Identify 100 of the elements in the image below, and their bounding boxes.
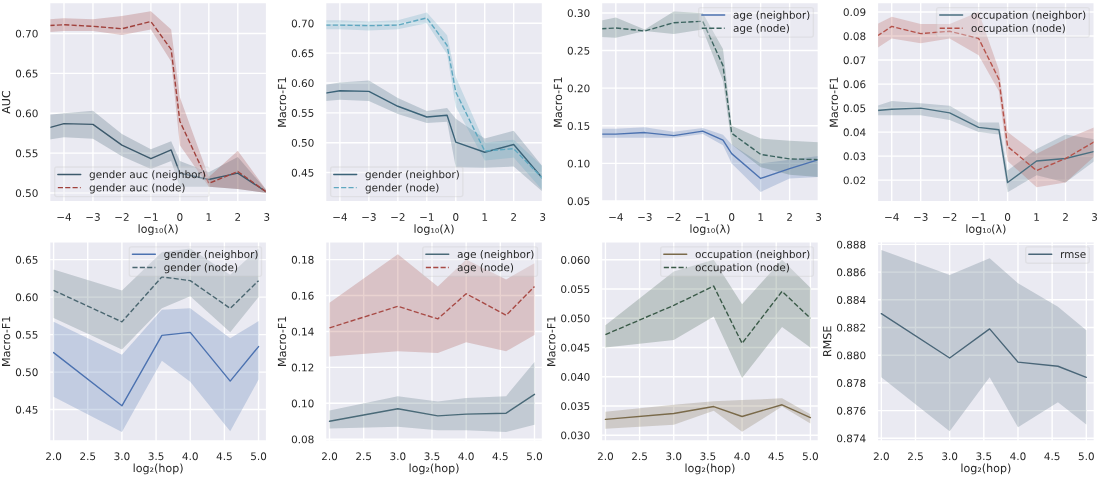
y-tick-label: 0.08 xyxy=(843,32,866,41)
x-tick-label: −3 xyxy=(362,213,376,221)
y-tick-label: 0.040 xyxy=(561,372,590,381)
y-tick-label: 0.882 xyxy=(837,323,866,332)
y-tick-label: 0.050 xyxy=(561,314,590,323)
x-tick-label: 3.0 xyxy=(390,452,406,461)
y-tick-label: 0.878 xyxy=(837,379,866,387)
x-tick-label: −2 xyxy=(667,213,681,221)
x-tick-label: 3.5 xyxy=(424,452,440,461)
x-tick-label: 3.0 xyxy=(666,452,682,461)
line-series xyxy=(601,20,819,161)
y-tick-label: 0.09 xyxy=(843,8,866,17)
y-tick-label: 0.874 xyxy=(837,434,866,443)
y-tick-label: 0.70 xyxy=(291,19,314,28)
x-tick-label: 2.5 xyxy=(80,452,96,461)
x-axis-title: log₁₀(λ) xyxy=(138,224,178,236)
x-axis-title: log₁₀(λ) xyxy=(966,224,1006,236)
x-tick-label: 5.0 xyxy=(526,452,543,461)
y-tick-label: 0.65 xyxy=(291,49,314,58)
legend-label: occupation (node) xyxy=(695,263,789,274)
x-tick-label: 2 xyxy=(1062,213,1068,221)
y-axis-title: RMSE xyxy=(822,326,832,356)
x-tick-label: 3.5 xyxy=(976,452,992,461)
y-tick-label: 0.07 xyxy=(843,56,866,65)
x-tick-label: −1 xyxy=(972,213,986,221)
line-series xyxy=(49,122,267,193)
y-tick-label: 0.20 xyxy=(567,84,590,93)
legend-label: gender auc (neighbor) xyxy=(89,170,205,181)
y-axis-title: Macro-F1 xyxy=(553,77,563,127)
y-tick-label: 0.16 xyxy=(291,291,314,300)
x-tick-label: 2 xyxy=(787,213,792,221)
x-tick-label: −4 xyxy=(885,213,899,221)
line-series xyxy=(604,404,812,421)
legend-label: occupation (neighbor) xyxy=(971,10,1086,21)
y-tick-label: 0.05 xyxy=(843,104,866,113)
line-series xyxy=(877,107,1095,184)
y-tick-label: 0.50 xyxy=(15,368,38,377)
y-tick-label: 0.60 xyxy=(15,109,38,118)
x-tick-label: 2 xyxy=(235,213,241,221)
x-tick-label: 4.0 xyxy=(734,452,750,461)
x-tick-label: 1 xyxy=(758,213,763,221)
x-tick-label: 4.5 xyxy=(1044,452,1060,461)
y-axis-title: Macro-F1 xyxy=(829,77,839,127)
legend-label: occupation (node) xyxy=(971,23,1065,35)
x-tick-label: −1 xyxy=(144,213,158,221)
x-tick-label: −4 xyxy=(609,213,623,221)
y-tick-label: 0.55 xyxy=(15,149,38,158)
legend-label: age (neighbor) xyxy=(457,249,534,261)
y-tick-label: 0.60 xyxy=(15,293,38,302)
x-tick-label: −4 xyxy=(333,213,347,221)
x-axis-title: log₁₀(λ) xyxy=(690,224,730,236)
y-tick-label: 0.055 xyxy=(561,285,590,294)
y-tick-label: 0.03 xyxy=(843,152,866,161)
x-tick-label: −3 xyxy=(914,213,928,221)
x-tick-label: −3 xyxy=(638,213,652,221)
x-axis-title: log₁₀(λ) xyxy=(414,224,454,236)
x-tick-label: 3 xyxy=(816,213,822,221)
y-tick-label: 0.02 xyxy=(843,176,866,185)
y-tick-label: 0.08 xyxy=(291,435,314,444)
y-axis-title: Macro-F1 xyxy=(277,77,287,127)
x-tick-label: −3 xyxy=(86,213,100,221)
x-axis-title: log₂(hop) xyxy=(961,463,1011,475)
x-tick-label: 2 xyxy=(511,213,516,221)
x-tick-label: −4 xyxy=(57,213,72,221)
x-tick-label: 2.5 xyxy=(907,452,923,461)
x-tick-label: 1 xyxy=(482,213,488,221)
x-tick-label: 3 xyxy=(1091,213,1097,221)
x-tick-label: 3.5 xyxy=(148,452,164,461)
x-tick-label: 0 xyxy=(1004,213,1011,221)
legend-label: age (neighbor) xyxy=(733,10,810,21)
legend-label: age (node) xyxy=(457,263,514,274)
y-tick-label: 0.45 xyxy=(291,168,314,177)
legend-label: gender auc (node) xyxy=(89,183,185,194)
y-tick-label: 0.15 xyxy=(567,122,590,130)
line-series xyxy=(328,393,536,422)
x-tick-label: 1 xyxy=(1034,213,1039,221)
x-tick-label: 4.5 xyxy=(216,452,232,461)
x-tick-label: 4.5 xyxy=(492,452,508,461)
x-tick-label: 4.5 xyxy=(768,452,784,461)
x-tick-label: 3 xyxy=(264,213,270,221)
x-tick-label: 5.0 xyxy=(1078,452,1094,461)
x-tick-label: 2.0 xyxy=(46,452,62,461)
y-tick-label: 0.14 xyxy=(291,327,314,336)
line-series xyxy=(601,130,819,180)
legend-label: age (node) xyxy=(733,23,789,35)
y-tick-label: 0.60 xyxy=(291,79,314,88)
y-tick-label: 0.060 xyxy=(561,256,590,264)
x-axis-title: log₂(hop) xyxy=(133,463,183,475)
x-tick-label: −1 xyxy=(696,213,710,221)
x-tick-label: −2 xyxy=(943,213,957,221)
y-axis-title: Macro-F1 xyxy=(277,316,287,366)
y-tick-label: 0.10 xyxy=(567,159,590,168)
y-tick-label: 0.10 xyxy=(291,399,314,408)
y-tick-label: 0.50 xyxy=(291,138,314,147)
x-tick-label: −2 xyxy=(115,213,129,221)
y-tick-label: 0.04 xyxy=(843,128,866,137)
y-tick-label: 0.30 xyxy=(567,9,590,18)
x-tick-label: 4.0 xyxy=(458,452,474,461)
line-series xyxy=(877,25,1095,172)
legend-label: gender (node) xyxy=(164,263,238,274)
